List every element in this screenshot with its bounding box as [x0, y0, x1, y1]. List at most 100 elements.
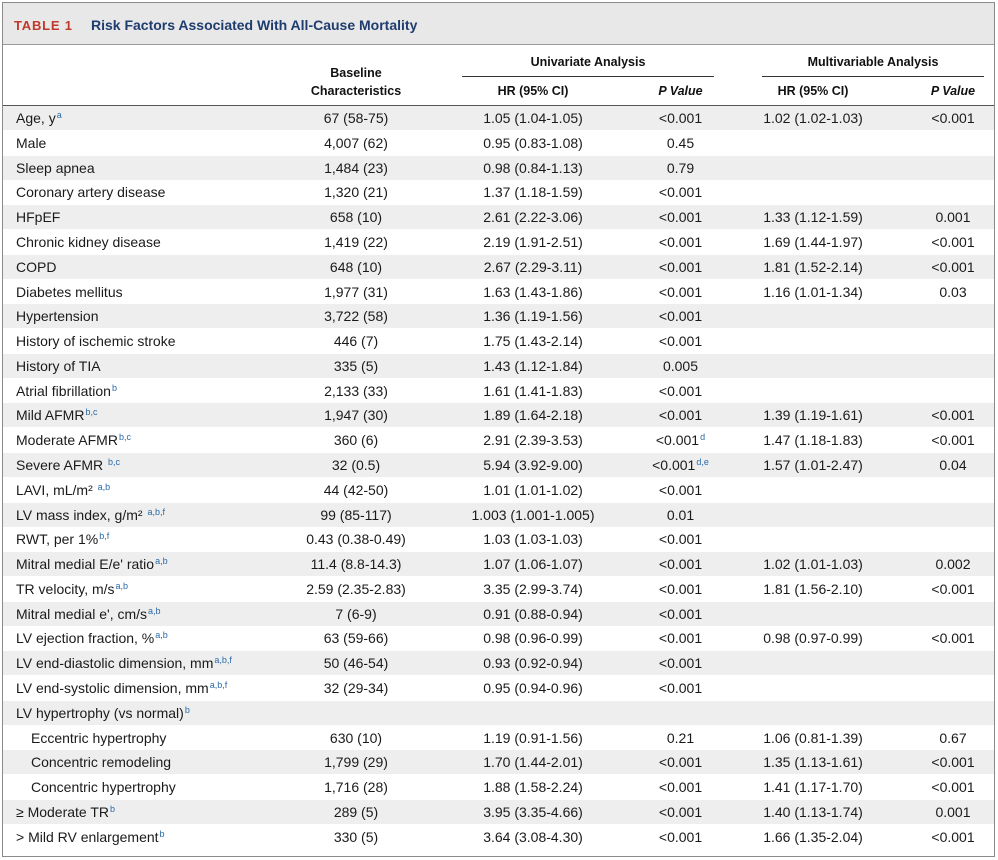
baseline-cell: 1,799 (29) [324, 754, 388, 771]
row-label: LV hypertrophy (vs normal)b [16, 704, 190, 721]
baseline-cell: 446 (7) [333, 333, 379, 349]
header-multivariable: Multivariable Analysis [807, 55, 939, 69]
table-row: History of ischemic stroke 446 (7) 1.75 (1… [3, 329, 994, 353]
row-label: Eccentric hypertrophy [31, 729, 167, 746]
baseline-cell: 67 (58-75) [323, 110, 389, 126]
footnote-marker: a,b [148, 605, 161, 616]
row-label: Moderate AFMRb,c [16, 432, 131, 449]
baseline-cell: 3,722 (58) [324, 308, 388, 325]
footnote-marker: d,e [696, 456, 709, 467]
univariate-p-cell: <0.001 [658, 828, 703, 845]
univariate-p-cell: <0.001 [658, 605, 703, 622]
multivariable-p-cell: 0.001 [935, 803, 971, 820]
univariate-p-cell: <0.001 [658, 258, 703, 275]
multivariable-hr-cell: 1.02 (1.02-1.03) [763, 110, 863, 126]
univariate-p-cell: <0.001 [658, 556, 703, 572]
univariate-p-cell: <0.001 [658, 803, 703, 820]
row-label: COPD [16, 258, 57, 275]
multivariable-p-cell: <0.001 [931, 233, 975, 250]
multivariable-p-cell: <0.001 [931, 258, 975, 275]
baseline-cell: 2.59 (2.35-2.83) [306, 580, 406, 597]
table-row: Male 4,007 (62) 0.95 (0.83-1.08) 0.45 [3, 131, 994, 155]
multivariable-p-cell: <0.001 [931, 828, 975, 845]
univariate-p-cell: <0.001 [658, 184, 703, 201]
footnote-marker: b,f [99, 531, 110, 542]
baseline-cell: 44 (42-50) [323, 481, 389, 498]
multivariable-hr-cell: 1.41 (1.17-1.70) [763, 779, 863, 796]
multivariable-p-cell: <0.001 [931, 580, 975, 597]
header-multivariable-hr: HR (95% CI) [777, 84, 849, 98]
univariate-p-cell: <0.001 [658, 630, 703, 647]
row-label: LAVI, mL/m² a,b [16, 481, 111, 498]
univariate-hr-cell: 1.61 (1.41-1.83) [483, 382, 583, 399]
row-label: > Mild RV enlargementb [16, 828, 165, 845]
footnote-marker: a,b [155, 556, 168, 566]
univariate-p-cell: <0.001 [658, 407, 703, 424]
univariate-p-cell: <0.001 [658, 283, 703, 300]
row-label: Hypertension [16, 308, 99, 325]
table-row: Atrial fibrillationb 2,133 (33) 1.61 (1.41… [3, 379, 994, 403]
baseline-cell: 0.43 (0.38-0.49) [306, 531, 406, 548]
row-label: RWT, per 1%b,f [16, 531, 110, 548]
univariate-hr-cell: 0.98 (0.96-0.99) [483, 630, 583, 647]
univariate-p-cell: 0.45 [666, 134, 695, 151]
table-row: Eccentric hypertrophy 630 (10) 1.19 (0.91-… [3, 726, 994, 750]
baseline-cell: 630 (10) [329, 729, 383, 746]
footnote-marker: b,c [108, 456, 121, 467]
row-label: TR velocity, m/sa,b [16, 580, 129, 597]
multivariable-hr-cell: 1.69 (1.44-1.97) [763, 233, 863, 250]
baseline-cell: 1,320 (21) [324, 184, 388, 201]
row-label: Mitral medial E/e' ratioa,b [16, 556, 168, 572]
univariate-p-cell: <0.001d [655, 432, 706, 449]
univariate-hr-cell: 0.98 (0.84-1.13) [483, 159, 583, 176]
row-label: Age, ya [16, 110, 62, 126]
table-row: History of TIA 335 (5) 1.43 (1.12-1.84) 0.0… [3, 353, 994, 378]
multivariable-hr-cell: 1.66 (1.35-2.04) [763, 828, 863, 845]
table-row: Concentric remodeling 1,799 (29) 1.70 (1.4… [3, 750, 994, 775]
multivariable-p-cell: 0.67 [939, 729, 967, 746]
multivariable-p-cell: <0.001 [931, 110, 975, 126]
baseline-cell: 32 (29-34) [323, 679, 389, 696]
multivariable-p-cell: <0.001 [931, 630, 975, 647]
multivariable-p-cell: <0.001 [931, 754, 975, 771]
row-label: LV end-diastolic dimension, mma,b,f [16, 655, 232, 672]
table-row: Concentric hypertrophy 1,716 (28) 1.88 (1.… [3, 775, 994, 799]
table-row: COPD 648 (10) 2.67 (2.29-3.11) <0.001 1.81 (… [3, 254, 994, 279]
footnote-marker: b [111, 382, 117, 393]
table-row: LAVI, mL/m² a,b 44 (42-50) 1.01 (1.01-1.02… [3, 478, 994, 502]
multivariable-p-cell: <0.001 [931, 432, 975, 449]
footnote-marker: b [159, 828, 165, 839]
header-baseline-line1: Baseline [330, 66, 382, 80]
footnote-marker: a,b [155, 630, 168, 641]
row-label: LV ejection fraction, %a,b [16, 630, 168, 647]
header-univariate-p: P Value [658, 84, 703, 98]
row-label: Coronary artery disease [16, 184, 166, 201]
multivariable-hr-cell: 1.57 (1.01-2.47) [763, 456, 863, 473]
table-row: Severe AFMR b,c 32 (0.5) 5.94 (3.92-9.00) <… [3, 452, 994, 477]
univariate-p-cell: <0.001 [658, 754, 703, 771]
univariate-p-cell: 0.21 [666, 729, 695, 746]
multivariable-p-cell: <0.001 [931, 779, 975, 796]
multivariable-p-cell: 0.04 [939, 456, 967, 473]
multivariable-hr-cell: 1.16 (1.01-1.34) [763, 283, 863, 300]
table-row: Sleep apnea 1,484 (23) 0.98 (0.84-1.13) 0.7… [3, 155, 994, 180]
univariate-p-cell: <0.001 [658, 779, 703, 796]
row-label: History of ischemic stroke [16, 333, 176, 349]
baseline-cell: 1,977 (31) [324, 283, 388, 300]
univariate-hr-cell: 2.91 (2.39-3.53) [483, 432, 583, 449]
univariate-p-cell: <0.001 [658, 580, 703, 597]
univariate-p-cell: 0.01 [666, 506, 695, 523]
row-label: Atrial fibrillationb [16, 382, 117, 399]
table-row: Chronic kidney disease 1,419 (22) 2.19 (1.… [3, 230, 994, 254]
univariate-p-cell: <0.001 [658, 308, 703, 325]
univariate-p-cell: 0.79 [666, 159, 695, 176]
multivariable-p-cell: <0.001 [931, 407, 975, 424]
univariate-hr-cell: 1.37 (1.18-1.59) [483, 184, 583, 201]
baseline-cell: 360 (6) [333, 432, 379, 449]
row-label: Male [16, 134, 47, 151]
baseline-cell: 32 (0.5) [331, 456, 381, 473]
footnote-marker: b,c [85, 407, 98, 418]
multivariable-p-cell: 0.03 [939, 283, 967, 300]
row-label: Mild AFMRb,c [16, 407, 98, 424]
univariate-hr-cell: 0.91 (0.88-0.94) [483, 605, 583, 622]
